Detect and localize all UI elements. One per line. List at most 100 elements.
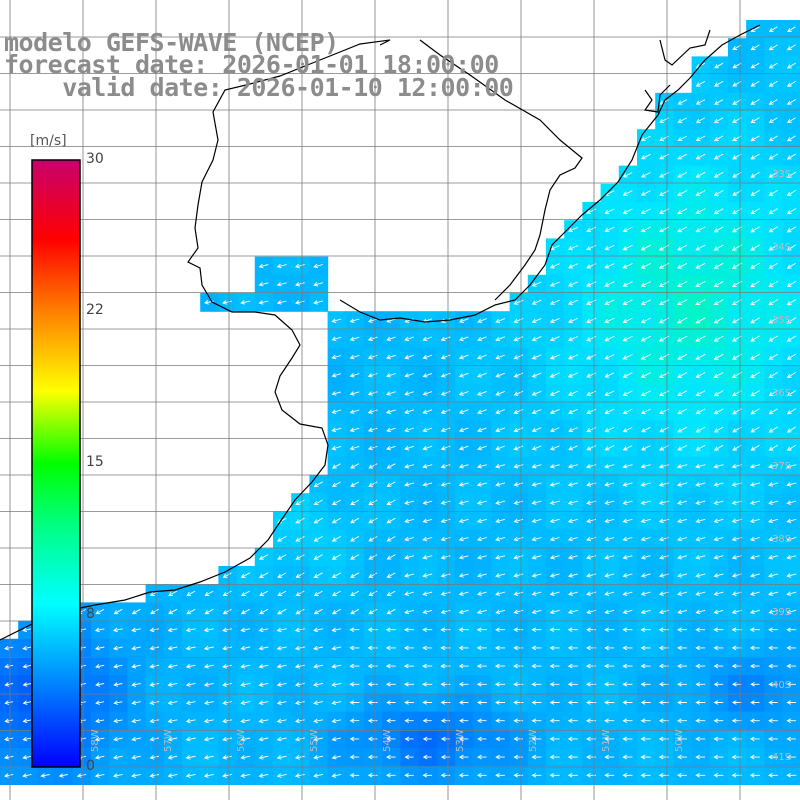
wind-arrow [458,663,469,669]
wind-arrow [94,773,105,778]
latitude-label: 39S [772,607,791,618]
wind-arrow [640,754,651,760]
wind-arrow [749,609,760,615]
wind-arrow [531,281,542,287]
wind-arrow [22,682,32,687]
wind-arrow [404,318,415,323]
wind-arrow [94,645,105,651]
wind-arrow [713,135,724,142]
wind-arrow [531,463,542,469]
longitude-label: 55W [309,729,320,752]
wind-arrow [604,500,615,505]
wind-arrow [149,755,160,760]
wind-arrow [440,372,451,378]
wind-arrow [331,481,341,487]
wind-arrow [622,700,633,705]
wind-arrow [640,591,651,596]
wind-arrow [713,353,724,360]
wind-arrow [768,353,779,360]
wind-arrow [440,518,451,524]
wind-arrow [476,573,487,578]
wind-arrow [167,682,178,687]
wind-arrow [568,317,578,324]
wind-arrow [531,390,542,396]
wind-arrow [622,464,633,469]
wind-arrow [513,354,524,360]
wind-arrow [586,408,597,415]
wind-arrow [750,135,760,142]
wind-arrow [313,736,323,742]
wind-arrow [567,554,578,560]
wind-arrow [750,280,760,287]
wind-arrow [567,245,578,251]
wind-arrow [276,773,287,778]
wind-arrow [495,390,505,396]
wind-arrow [167,664,178,669]
wind-arrow [640,408,651,415]
wind-arrow [768,117,778,123]
wind-arrow [568,427,578,433]
wind-arrow [622,445,633,451]
wind-arrow [604,335,615,342]
longitude-label: 58W [90,729,101,752]
wind-arrow [695,335,706,342]
wind-arrow [750,426,760,433]
wind-arrow [531,718,542,723]
wind-arrow [750,117,760,123]
wind-arrow [495,573,506,578]
wind-arrow [294,736,305,742]
wind-arrow [622,390,633,396]
wind-arrow [440,409,451,414]
wind-arrow [495,354,505,360]
wind-arrow [204,608,214,615]
wind-arrow [222,300,233,305]
wind-arrow [677,518,688,524]
wind-arrow [258,300,269,305]
wind-arrow [349,627,360,632]
wind-arrow [713,444,724,451]
wind-arrow [713,609,724,615]
wind-arrow [167,736,178,742]
wind-arrow [531,645,542,651]
longitude-label: 57W [163,729,174,752]
wind-arrow [768,573,779,578]
wind-arrow [440,663,451,669]
wind-arrow [586,609,597,615]
wind-arrow [604,682,615,687]
wind-arrow [786,682,796,687]
wind-arrow [586,754,596,760]
wind-arrow [386,718,396,723]
wind-arrow [604,226,615,233]
wind-arrow [677,117,687,123]
wind-arrow [458,500,469,505]
wind-arrow [95,700,105,705]
wind-arrow [586,773,596,778]
wind-arrow [349,336,360,342]
wind-arrow [786,573,797,578]
wind-arrow [149,700,160,706]
wind-arrow [404,500,415,505]
latitude-label: 33S [772,169,791,180]
wind-arrow [604,281,615,287]
wind-arrow [567,627,578,632]
wind-arrow [477,754,487,760]
wind-arrow [640,609,651,615]
wind-arrow [331,536,342,542]
wind-arrow [513,318,524,324]
wind-arrow [22,755,32,760]
wind-arrow [167,773,178,778]
wind-arrow [768,372,778,378]
wind-arrow [440,754,450,760]
wind-arrow [604,263,615,269]
wind-arrow [640,262,651,269]
wind-arrow [477,318,487,323]
wind-arrow [768,189,778,196]
wind-arrow [549,354,560,360]
wind-arrow [294,281,305,287]
wind-arrow [513,536,524,542]
wind-arrow [185,700,196,706]
wind-arrow [495,318,506,323]
wind-arrow [640,736,651,742]
wind-arrow [331,755,341,760]
wind-arrow [677,408,688,415]
